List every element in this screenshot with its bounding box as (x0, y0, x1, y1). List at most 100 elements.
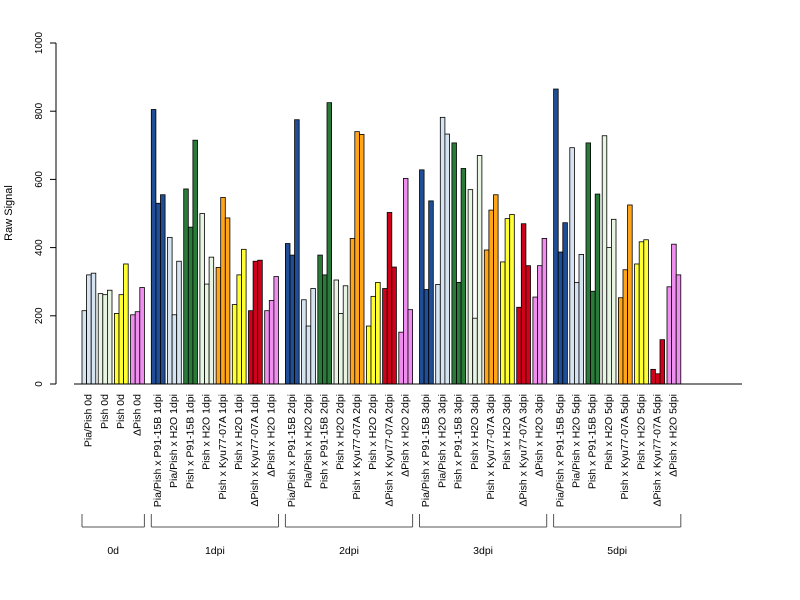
bar (423, 289, 430, 385)
bar (606, 247, 612, 385)
category-label: Pish x P91-15B 5dpi (587, 394, 599, 489)
bar (264, 310, 270, 385)
bar (349, 237, 356, 385)
bar (541, 237, 548, 385)
category-label: ΔPish x Kyu77-07A 2dpi (383, 394, 395, 507)
category-label: Pish x H2O 3dpi (501, 394, 513, 470)
bar (601, 135, 608, 385)
bar (81, 310, 87, 385)
bar (382, 288, 388, 385)
bar (504, 218, 511, 385)
category-label: Pish x Kyu77-07A 3dpi (485, 394, 497, 500)
bar (488, 209, 494, 385)
category-label: Pish x P91-15B 2dpi (318, 394, 330, 489)
category-label: Pia/Pish 0d (83, 394, 95, 447)
bar (386, 212, 393, 385)
bar (354, 131, 360, 385)
bar (650, 368, 656, 385)
bar (509, 214, 515, 385)
bar (305, 325, 312, 385)
bar (150, 109, 157, 385)
bar (666, 286, 672, 385)
bar (204, 283, 210, 385)
bar (155, 202, 161, 385)
group-label: 0d (107, 545, 119, 557)
category-label: Pish 0d (99, 394, 111, 429)
category-label: Pia/Pish x H2O 2dpi (302, 394, 314, 488)
bar (236, 274, 242, 385)
category-labels: Pia/Pish 0d Pish 0d Pish 0d ΔPish 0d Pia/Pis… (83, 394, 680, 507)
bar (419, 169, 425, 385)
category-label: Pia/Pish x P91-15B 5dpi (554, 394, 566, 507)
bar (90, 272, 97, 385)
bar (476, 155, 483, 385)
bar (428, 200, 434, 385)
category-label: Pish x H2O 1dpi (201, 394, 213, 470)
bar (472, 317, 478, 385)
bar (139, 287, 145, 385)
category-label: Pish x H2O 2dpi (367, 394, 379, 470)
bar (611, 218, 617, 385)
bar (634, 263, 640, 385)
bar (483, 249, 490, 385)
bar (618, 297, 624, 385)
bar (224, 217, 231, 385)
bar (301, 299, 307, 385)
bar (516, 306, 522, 385)
bar (294, 119, 300, 385)
bar (365, 325, 372, 385)
category-label: ΔPish x Kyu77-07A 3dpi (517, 394, 529, 507)
group-label: 3dpi (473, 545, 493, 557)
bar (273, 276, 279, 385)
bar (289, 254, 295, 385)
bar (241, 248, 247, 385)
bar (114, 313, 120, 385)
bar (338, 313, 344, 385)
bar (134, 311, 141, 385)
category-label: Pish x Kyu77-07A 2dpi (351, 394, 363, 500)
bar (467, 189, 474, 385)
bar (655, 373, 661, 385)
bar (102, 294, 108, 385)
group-label: 5dpi (607, 545, 627, 557)
bar (248, 310, 254, 385)
category-label: Pish x H2O 3dpi (469, 394, 481, 470)
bar (456, 281, 462, 385)
category-label: Pish x H2O 2dpi (335, 394, 347, 470)
y-tick-label: 800 (34, 102, 45, 119)
group-label: 2dpi (339, 545, 359, 557)
bar (493, 194, 499, 385)
category-label: ΔPish x H2O 5dpi (668, 394, 680, 477)
bar (578, 254, 584, 385)
group-brackets: 0d 1dpi 2dpi 3dpi 5dpi (81, 514, 682, 557)
bar (97, 293, 104, 385)
bar (622, 269, 628, 385)
category-label: ΔPish x H2O 2dpi (399, 394, 411, 477)
category-label: Pia/Pish x H2O 5dpi (570, 394, 582, 488)
y-tick-label: 0 (34, 381, 45, 387)
category-label: ΔPish x Kyu77-07A 5dpi (651, 394, 663, 507)
bar (160, 194, 166, 385)
bar (171, 314, 178, 385)
bar (342, 285, 349, 385)
category-label: ΔPish 0d (131, 394, 143, 436)
bar (326, 102, 332, 385)
category-label: Pia/Pish x H2O 1dpi (168, 394, 180, 488)
bar (220, 197, 226, 385)
bar (435, 284, 441, 385)
y-axis-title: Raw Signal (3, 185, 15, 241)
bar (675, 274, 682, 385)
bar (310, 288, 316, 385)
bar (268, 300, 275, 385)
category-label: ΔPish x Kyu77-07A 1dpi (249, 394, 261, 507)
bar (643, 239, 649, 385)
bar (451, 142, 457, 385)
bar (391, 266, 397, 385)
bar (176, 260, 182, 385)
bar (215, 266, 222, 385)
bar (553, 88, 559, 385)
bar (520, 223, 527, 385)
bar (284, 243, 291, 385)
category-label: Pish 0d (115, 394, 127, 429)
